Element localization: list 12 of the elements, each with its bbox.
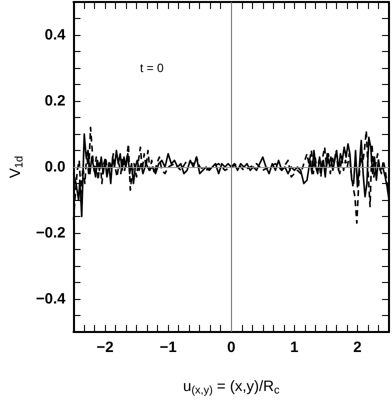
y-tick-label: 0.0: [44, 158, 66, 176]
y-tick-label: 0.4: [44, 26, 66, 44]
x-tick-label: 2: [353, 339, 362, 356]
y-tick-label: −0.2: [36, 224, 66, 242]
x-tick-label: 0: [227, 339, 236, 356]
x-tick-label: 1: [290, 339, 299, 356]
y-tick-label: 0.2: [44, 92, 66, 110]
y-axis-title: V1d: [7, 156, 26, 178]
x-tick-label: −1: [160, 339, 177, 356]
x-tick-label: −2: [96, 339, 114, 356]
y-tick-label: −0.4: [36, 290, 66, 308]
annotation: t = 0: [140, 61, 164, 75]
